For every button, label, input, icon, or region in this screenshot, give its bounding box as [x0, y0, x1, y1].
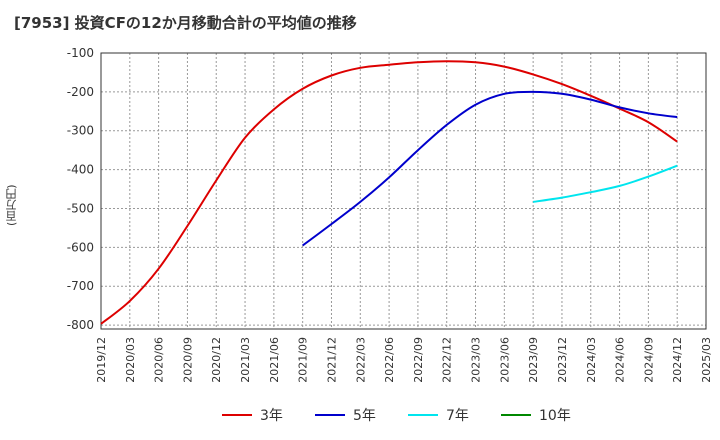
- plot-area: [101, 53, 706, 329]
- x-tick-label: 2020/06: [153, 337, 166, 383]
- x-tick-label: 2024/12: [671, 337, 684, 383]
- x-tick-label: 2020/12: [210, 337, 223, 383]
- y-tick-label: -400: [67, 163, 94, 177]
- x-tick-label: 2019/12: [95, 337, 108, 383]
- plot-frame: [100, 52, 707, 330]
- x-tick-label: 2022/06: [383, 337, 396, 383]
- legend-swatch: [222, 414, 252, 416]
- x-tick-label: 2021/12: [325, 337, 338, 383]
- y-tick-label: -500: [67, 201, 94, 215]
- x-tick-label: 2025/03: [700, 337, 713, 383]
- legend-item: 5年: [315, 402, 376, 428]
- y-tick-label: -800: [67, 318, 94, 332]
- legend-label: 3年: [260, 408, 283, 424]
- chart-title: [7953] 投資CFの12か月移動合計の平均値の推移: [14, 14, 357, 32]
- chart-legend: 3年 5年 7年 10年: [0, 402, 720, 428]
- series-line-1: [100, 60, 678, 325]
- x-tick-label: 2023/03: [470, 337, 483, 383]
- y-tick-label: -100: [67, 46, 94, 60]
- x-tick-label: 2024/06: [614, 337, 627, 383]
- legend-swatch: [315, 414, 345, 416]
- x-tick-label: 2024/03: [585, 337, 598, 383]
- x-tick-label: 2022/12: [441, 337, 454, 383]
- x-tick-label: 2023/06: [498, 337, 511, 383]
- y-tick-label: -700: [67, 279, 94, 293]
- x-tick-label: 2020/03: [124, 337, 137, 383]
- series-line-2: [302, 90, 678, 247]
- series-line-3: [532, 164, 678, 203]
- y-tick-label: -200: [67, 85, 94, 99]
- legend-label: 10年: [539, 408, 571, 424]
- x-tick-label: 2024/09: [642, 337, 655, 383]
- legend-label: 5年: [353, 408, 376, 424]
- legend-swatch: [501, 414, 531, 416]
- x-tick-label: 2023/09: [527, 337, 540, 383]
- legend-item: 3年: [222, 402, 283, 428]
- x-tick-label: 2021/03: [239, 337, 252, 383]
- legend-label: 7年: [446, 408, 469, 424]
- x-tick-label: 2023/12: [556, 337, 569, 383]
- y-tick-label: -300: [67, 124, 94, 138]
- legend-swatch: [408, 414, 438, 416]
- x-tick-label: 2022/09: [412, 337, 425, 383]
- x-tick-label: 2021/06: [268, 337, 281, 383]
- x-tick-label: 2020/09: [181, 337, 194, 383]
- legend-item: 10年: [501, 402, 571, 428]
- x-tick-label: 2022/03: [354, 337, 367, 383]
- x-tick-label: 2021/09: [297, 337, 310, 383]
- y-tick-label: -600: [67, 240, 94, 254]
- legend-item: 7年: [408, 402, 469, 428]
